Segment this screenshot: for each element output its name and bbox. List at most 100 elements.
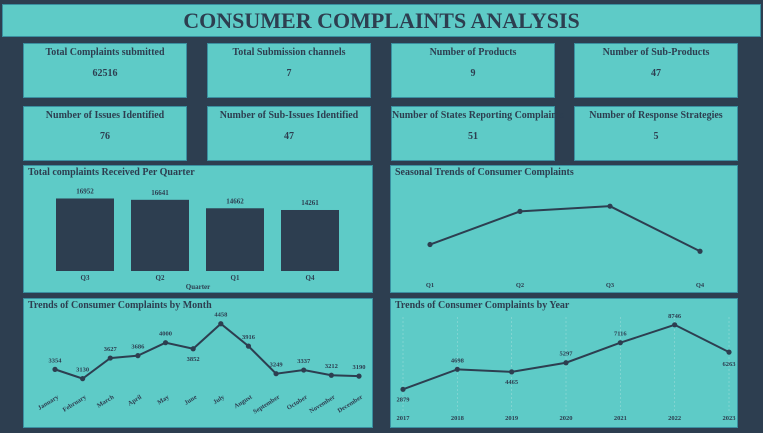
- x-tick-label: Q2: [516, 282, 524, 289]
- bar-value-label: 14261: [301, 199, 319, 207]
- bar: [131, 199, 189, 271]
- kpi-card-sub-products[interactable]: Number of Sub-Products 47: [574, 43, 738, 98]
- data-point: [135, 353, 141, 359]
- bar-value-label: 16952: [76, 187, 94, 195]
- x-tick-label: June: [183, 394, 198, 407]
- kpi-title: Number of Sub-Issues Identified: [219, 110, 359, 121]
- data-label: 4698: [451, 357, 465, 364]
- kpi-value: 5: [653, 131, 659, 142]
- kpi-card-states[interactable]: Number of States Reporting Complaints 51: [391, 106, 565, 161]
- data-point: [563, 360, 569, 366]
- data-label: 6263: [723, 361, 737, 368]
- kpi-title: Number of Response Strategies: [589, 110, 723, 121]
- data-label: 3627: [104, 346, 118, 353]
- data-label: 8746: [668, 313, 682, 320]
- data-label: 3212: [325, 363, 338, 370]
- line-chart: 2879 2017 4698 2018 4465 2019 5297 2020 7116 2021…: [397, 313, 737, 422]
- data-point: [245, 343, 252, 349]
- x-tick-label: August: [233, 393, 254, 410]
- dashboard-title: CONSUMER COMPLAINTS ANALYSIS: [2, 4, 761, 37]
- kpi-value: 51: [468, 131, 478, 142]
- chart-panel-quarter-bars[interactable]: Total complaints Received Per Quarter 16…: [23, 165, 373, 293]
- kpi-title: Number of Products: [429, 47, 517, 58]
- x-tick-label: Q4: [696, 282, 705, 289]
- x-tick-label: December: [336, 394, 364, 415]
- kpi-value: 7: [286, 68, 292, 79]
- data-point: [328, 372, 334, 378]
- x-tick-label: May: [156, 393, 171, 406]
- x-axis-label: Quarter: [186, 283, 211, 291]
- x-tick-label: September: [252, 394, 281, 416]
- data-label: 3686: [131, 344, 145, 351]
- series-line: [54, 322, 360, 380]
- chart-title: Trends of Consumer Complaints by Month: [28, 300, 212, 311]
- x-tick-label: November: [308, 394, 336, 415]
- x-tick-label: Q2: [156, 274, 165, 282]
- kpi-title: Number of States Reporting Complaints: [392, 110, 565, 121]
- x-tick-label: Q1: [426, 282, 434, 289]
- chart-panel-monthly-trends[interactable]: Trends of Consumer Complaints by Month 3…: [23, 298, 373, 428]
- data-label: 3190: [353, 364, 366, 371]
- kpi-card-total-complaints[interactable]: Total Complaints submitted 62516: [23, 43, 187, 98]
- data-point: [726, 349, 732, 355]
- kpi-card-response-strategies[interactable]: Number of Response Strategies 5: [574, 106, 738, 161]
- x-tick-label: Q3: [81, 274, 90, 282]
- x-tick-label: March: [96, 394, 116, 410]
- line-chart: Q1 Q2 Q3 Q4: [426, 203, 705, 289]
- kpi-value: 76: [100, 131, 110, 142]
- kpi-title: Number of Issues Identified: [45, 110, 165, 121]
- bar: [281, 209, 339, 271]
- x-tick-label: Q4: [306, 274, 315, 282]
- bar: [56, 198, 114, 271]
- chart-panel-seasonal-trends[interactable]: Seasonal Trends of Consumer Complaints Q…: [390, 165, 738, 293]
- data-point: [607, 203, 613, 209]
- line-chart: 3354 January 3130 February 3627 March 3686 Apri…: [37, 312, 366, 416]
- x-tick-label: January: [37, 393, 61, 412]
- data-point: [617, 340, 623, 346]
- x-tick-label: February: [62, 393, 89, 413]
- data-point: [400, 386, 406, 392]
- bar: [206, 208, 264, 271]
- x-tick-label: 2022: [668, 415, 681, 422]
- data-point: [427, 241, 433, 248]
- x-tick-label: 2018: [451, 415, 465, 422]
- kpi-card-submission-channels[interactable]: Total Submission channels 7: [207, 43, 371, 98]
- data-point: [107, 355, 113, 361]
- kpi-card-sub-issues[interactable]: Number of Sub-Issues Identified 47: [207, 106, 371, 161]
- chart-title: Seasonal Trends of Consumer Complaints: [395, 167, 574, 178]
- x-tick-label: 2019: [505, 415, 519, 422]
- kpi-value: 47: [651, 68, 661, 79]
- x-tick-label: Q3: [606, 282, 615, 289]
- data-point: [697, 248, 703, 254]
- chart-title: Total complaints Received Per Quarter: [28, 167, 195, 178]
- data-label: 4000: [159, 331, 172, 338]
- data-point: [273, 371, 279, 377]
- x-tick-label: 2021: [614, 415, 627, 422]
- kpi-card-products[interactable]: Number of Products 9: [391, 43, 555, 98]
- bar-value-label: 16641: [151, 189, 169, 197]
- chart-panel-yearly-trends[interactable]: Trends of Consumer Complaints by Year 28…: [390, 298, 738, 428]
- data-point: [356, 373, 362, 379]
- x-tick-label: Q1: [231, 274, 240, 282]
- kpi-value: 9: [470, 68, 476, 79]
- x-tick-label: April: [127, 394, 143, 408]
- data-point: [301, 367, 307, 373]
- data-point: [454, 366, 460, 372]
- bar-chart: 16952 Q3 16641 Q2 14662 Q1 14261 Q4 Quarter: [56, 187, 339, 291]
- data-label: 4458: [214, 312, 228, 319]
- data-label: 4465: [505, 379, 519, 386]
- data-label: 5297: [560, 351, 574, 358]
- x-tick-label: 2023: [723, 415, 737, 422]
- data-label: 3852: [187, 356, 200, 363]
- x-tick-label: July: [212, 393, 226, 406]
- kpi-title: Number of Sub-Products: [602, 47, 710, 58]
- data-point: [509, 369, 515, 375]
- kpi-card-issues[interactable]: Number of Issues Identified 76: [23, 106, 187, 161]
- data-point: [162, 340, 169, 346]
- data-point: [218, 321, 224, 327]
- data-point: [190, 346, 196, 352]
- x-tick-label: 2017: [397, 415, 411, 422]
- kpi-value: 47: [284, 131, 294, 142]
- data-label: 3354: [49, 357, 63, 364]
